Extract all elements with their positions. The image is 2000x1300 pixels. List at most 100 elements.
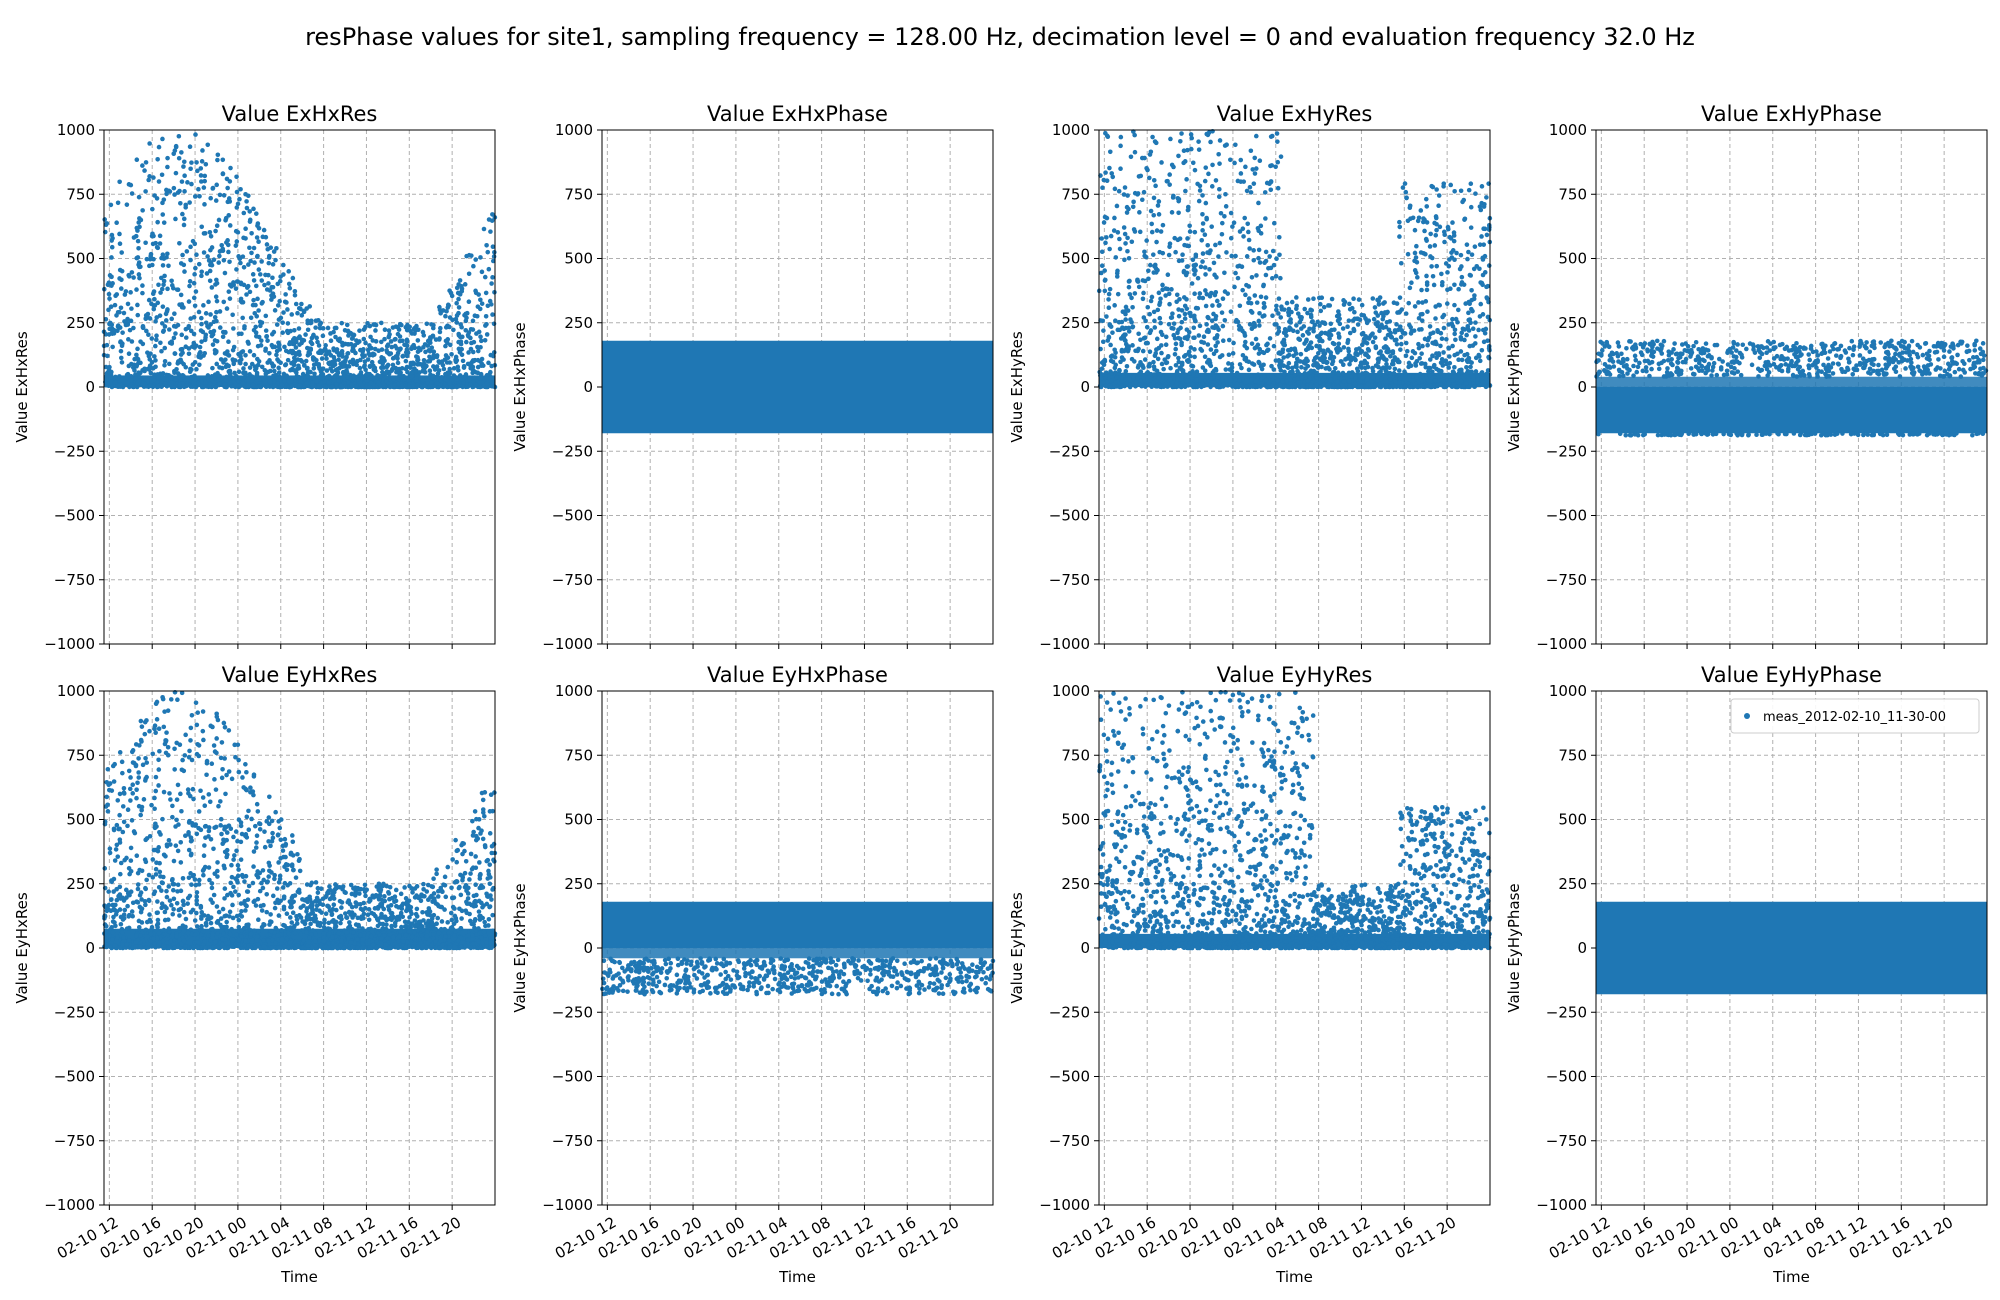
data-point [344,322,350,328]
y-tick-label: 0 [85,378,95,396]
data-point [345,351,350,356]
data-point [132,368,137,373]
data-point [1475,374,1480,379]
data-point [1267,254,1272,259]
data-point [1724,368,1730,374]
data-point [1412,227,1418,233]
data-point [1108,324,1114,329]
data-point [168,375,174,381]
data-point [233,243,239,248]
data-point [1178,138,1183,144]
data-point [1104,235,1109,240]
data-point [1214,335,1220,340]
data-point [1157,384,1163,389]
data-point [200,148,205,153]
data-point [1191,335,1196,341]
data-point [257,319,263,325]
data-point [1453,337,1458,343]
data-point [1909,338,1915,344]
data-point [1246,229,1251,235]
data-point [1407,285,1413,291]
y-tick-label: 500 [564,250,593,268]
data-point [256,239,261,245]
data-point [307,350,312,356]
data-point [237,376,243,381]
data-point [1484,232,1490,238]
data-point [1107,149,1113,155]
data-point [459,283,464,289]
data-point [1631,373,1636,378]
data-point [1404,348,1410,354]
data-point [277,278,283,284]
data-point [1106,305,1112,311]
data-point [1101,328,1106,333]
data-point [255,356,260,362]
data-point [1439,336,1445,341]
data-point [243,372,248,377]
data-point [152,296,157,302]
data-point [288,348,293,354]
data-point [1228,382,1234,388]
data-point [1191,263,1197,268]
data-point [379,347,385,352]
data-point [1222,317,1228,323]
data-point [1276,296,1282,301]
data-point [283,348,289,354]
data-point [126,274,132,279]
data-point [1458,378,1464,384]
data-point [188,316,194,321]
data-point [1459,274,1465,280]
data-point [1414,358,1420,364]
data-point [192,272,197,277]
data-point [1135,191,1141,196]
data-point [1184,327,1190,332]
data-point [1106,334,1112,340]
data-point [470,364,476,370]
data-point [1188,132,1194,137]
data-point [267,379,273,385]
data-point [1341,298,1346,303]
data-point [261,227,267,233]
data-point [301,309,307,315]
data-point [1179,258,1185,263]
data-point [1384,361,1389,367]
data-point [1123,325,1129,331]
data-point [302,362,307,368]
y-tick-label: −750 [552,571,593,589]
data-point [1247,246,1252,251]
data-point [1443,384,1449,390]
data-point [256,267,262,272]
data-point [1100,339,1106,345]
data-point [420,377,426,383]
data-point [1486,223,1492,228]
data-point [412,331,417,336]
data-point [1472,384,1478,389]
data-point [1472,293,1477,298]
data-point [1106,297,1111,302]
data-point [1293,351,1299,356]
data-point [143,189,148,194]
data-point [156,282,161,288]
data-point [1356,384,1362,390]
data-point [217,309,223,314]
data-point [437,360,442,365]
data-point [1203,272,1208,277]
data-point [388,339,394,344]
data-point [186,299,192,304]
data-point [120,330,125,335]
data-point [1186,243,1192,249]
data-point [473,257,479,262]
data-point [1459,282,1464,287]
data-point [1773,345,1778,350]
data-point [1473,369,1479,374]
data-point [1450,316,1455,322]
data-point [1672,341,1677,346]
data-point [357,365,363,371]
data-point [483,323,488,328]
data-point [222,382,228,388]
data-point [1187,310,1192,316]
data-point [1381,345,1387,350]
data-point [171,323,177,329]
